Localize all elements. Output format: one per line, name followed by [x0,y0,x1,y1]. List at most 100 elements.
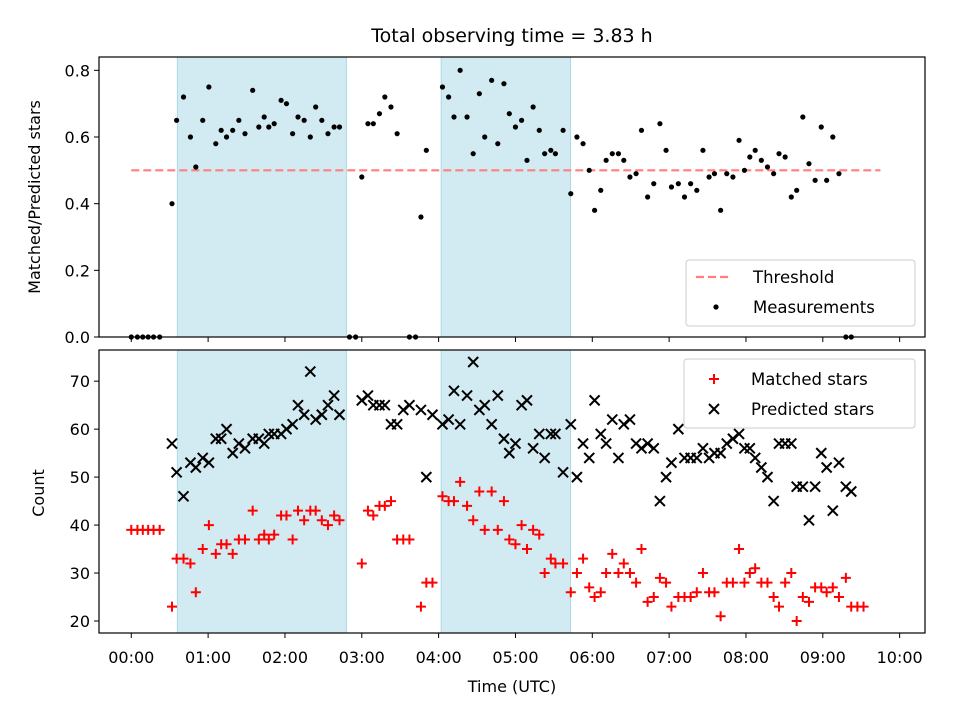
measurement-point [603,157,609,163]
matched-stars-point [329,510,340,521]
predicted-stars-point [744,442,756,455]
matched-stars-point [299,515,310,526]
measurement-point [688,181,694,187]
matched-stars-point [558,558,569,569]
y-tick-label: 70 [70,372,90,391]
matched-stars-point [166,601,177,612]
predicted-stars-point [714,447,727,459]
x-tick-label: 07:00 [646,648,692,667]
matched-stars-point [281,510,292,521]
predicted-stars-point [845,485,857,498]
measurement-point [250,87,256,93]
y-tick-label: 30 [70,564,90,583]
matched-stars-point [253,534,264,545]
matched-stars-point [190,587,201,598]
legend-predicted-swatch [708,403,720,415]
matched-stars-point [404,534,415,545]
measurement-point [283,101,290,107]
predicted-stars-point [672,423,685,435]
measurement-point [651,181,657,187]
predicted-stars-point [527,442,539,455]
predicted-stars-point [485,418,498,431]
matched-stars-point [474,486,485,497]
measurement-point [771,171,777,177]
matched-stars-point [816,582,827,593]
predicted-stars-point [755,461,768,474]
matched-stars-point [528,524,539,535]
y-tick-label: 0.4 [65,195,90,214]
predicted-stars-point [190,461,202,474]
predicted-stars-point [467,356,479,368]
measurement-point [530,104,536,110]
predicted-stars-point [492,389,504,402]
measurement-point [489,77,495,83]
axes-frame [98,56,926,338]
y-tick-label: 20 [70,612,90,631]
y-tick-label: 60 [70,420,90,439]
measurement-point [776,151,782,157]
measurement-point [169,201,175,207]
measurement-point [457,67,463,73]
predicted-stars-point [815,447,827,459]
matched-stars-point [750,563,761,574]
measurement-point [694,187,700,193]
matched-stars-point [768,592,779,603]
predicted-stars-point [588,394,601,407]
matched-stars-point [595,587,606,598]
measurement-point [376,111,383,117]
matched-stars-point [368,510,379,521]
measurement-point [187,134,194,140]
measurement-point [213,141,219,147]
top-panel: 0.0 0.2 0.4 0.6 0.8 Threshold Measurements [65,56,926,347]
matched-stars-point [589,592,600,603]
matched-stars-point [534,529,545,540]
predicted-stars-point [461,389,473,402]
matched-stars-point [827,582,838,593]
measurement-point [836,171,842,177]
predicted-stars-point [258,437,270,450]
measurement-point [524,157,530,163]
measurement-point [206,84,212,90]
shaded-interval [441,350,571,633]
measurement-point [470,151,476,157]
predicted-stars-point [322,399,334,411]
x-tick-label: 00:00 [108,648,154,667]
predicted-stars-point [761,471,774,483]
measurement-point [336,124,343,130]
matched-stars-point [648,592,659,603]
measurement-point [633,171,639,177]
x-axis-label: Time (UTC) [467,677,556,696]
legend-matched-swatch [709,374,719,384]
measurement-point [418,214,424,220]
matched-stars-point [661,577,672,588]
measurement-point [278,97,284,103]
predicted-stars-point [170,466,183,479]
measurement-point [782,154,788,160]
x-tick-label: 05:00 [492,648,538,667]
matched-stars-point [516,520,527,531]
matched-stars-point [239,534,250,545]
top-ylabel: Matched/Predicted stars [25,100,44,294]
bottom-ylabel: Count [29,469,48,517]
x-tick-label: 09:00 [800,648,846,667]
matched-stars-point [601,568,612,579]
y-tick-label: 0.8 [65,61,90,80]
matched-stars-point [203,520,214,531]
matched-stars-point [833,592,844,603]
measurement-point [313,104,319,110]
matched-stars-point [521,544,532,555]
predicted-stars-point [654,495,666,507]
measurement-point [223,134,230,140]
predicted-stars-point [595,428,607,440]
matched-stars-point [744,568,755,579]
matched-stars-point [362,505,373,516]
predicted-stars-point [749,452,761,464]
measurement-point [598,187,604,193]
predicted-stars-point [785,437,798,450]
y-tick-label: 40 [70,516,90,535]
x-tick-label: 03:00 [339,648,385,667]
matched-stars-point [636,544,647,555]
matched-stars-point [786,568,797,579]
matched-stars-point [437,491,448,502]
